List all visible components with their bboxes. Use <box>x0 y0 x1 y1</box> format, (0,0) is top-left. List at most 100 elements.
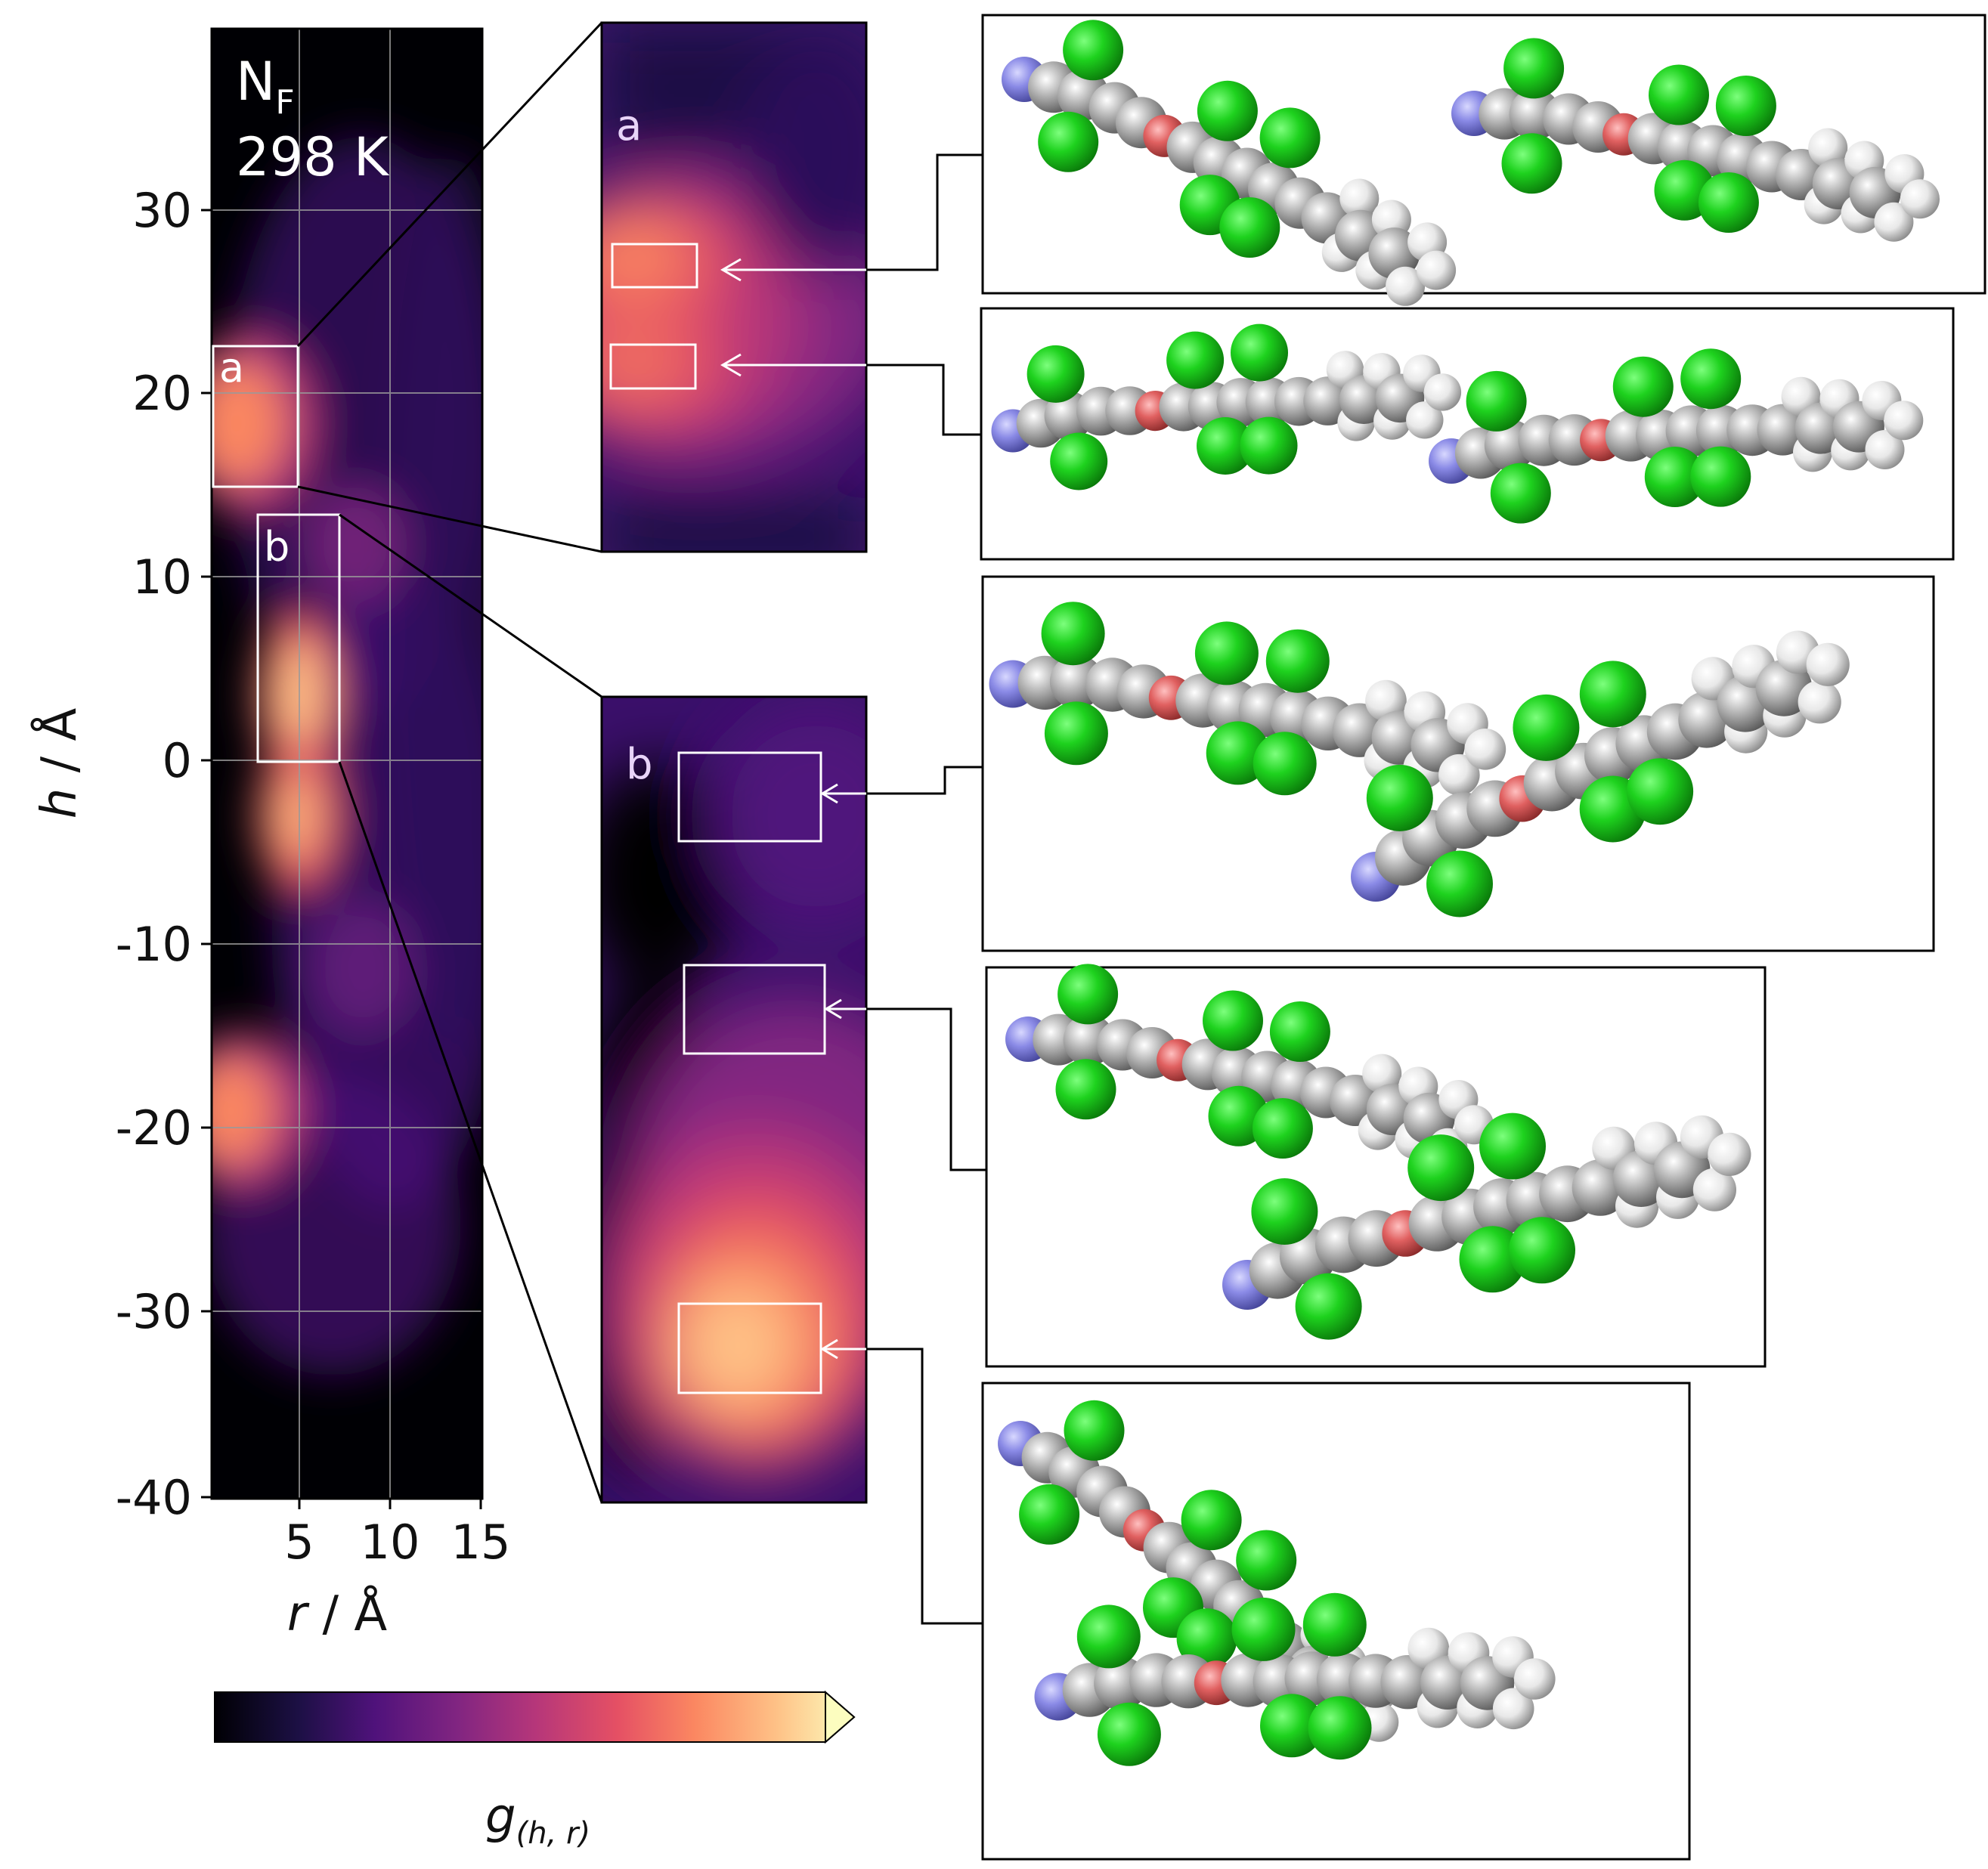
fluorine-atom <box>1236 1530 1297 1591</box>
fluorine-atom <box>1503 38 1565 99</box>
inset-b-frame <box>600 695 868 1504</box>
hydrogen-atom <box>1708 1132 1751 1176</box>
hydrogen-atom <box>1464 729 1506 770</box>
inset-a-box-1 <box>611 243 698 289</box>
fluorine-atom <box>1579 661 1646 728</box>
x-tick-label: 10 <box>361 1515 420 1570</box>
colorbar <box>214 1690 856 1744</box>
fluorine-atom <box>1490 463 1551 524</box>
fluorine-atom <box>1057 964 1119 1025</box>
inset-b-box-1 <box>677 751 822 843</box>
fluorine-atom <box>1197 417 1254 475</box>
molecule-panel-4 <box>985 966 1767 1368</box>
y-tick-label: -20 <box>116 1100 192 1156</box>
fluorine-atom <box>1097 1702 1161 1766</box>
zoom-connectors <box>296 21 603 1503</box>
y-tick-label: -30 <box>116 1284 192 1339</box>
chart-title-subscript: F <box>275 83 294 122</box>
plot-frame <box>210 27 484 1500</box>
hydrogen-atom <box>1362 1054 1402 1094</box>
inset-b-heatmap <box>602 697 866 1502</box>
fluorine-atom <box>1426 850 1493 917</box>
hydrogen-atom <box>1339 178 1380 218</box>
fluorine-atom <box>1063 20 1124 81</box>
y-tick-label: -10 <box>116 917 192 972</box>
fluorine-atom <box>1194 621 1259 685</box>
main-heatmap <box>212 29 482 1499</box>
hydrogen-atom <box>1406 401 1444 439</box>
y-tick-label: 20 <box>132 366 192 421</box>
hydrogen-atom <box>1386 266 1426 306</box>
fluorine-atom <box>1064 1400 1125 1461</box>
hydrogen-atom <box>1900 179 1940 219</box>
fluorine-atom <box>1690 446 1751 507</box>
molecule-panel-2 <box>980 307 1955 561</box>
colorbar-label: g(h, r) <box>485 1789 590 1851</box>
inset-a-heatmap <box>602 23 866 552</box>
chart-title-line2: 298 K <box>236 126 390 188</box>
fluorine-atom <box>1176 1608 1237 1669</box>
fluorine-atom <box>1259 107 1321 169</box>
inset-a-label: a <box>616 101 642 150</box>
molecule-panel-5 <box>981 1382 1691 1861</box>
fluorine-atom <box>1166 331 1225 389</box>
fluorine-atom <box>1019 1484 1080 1545</box>
fluorine-atom <box>1680 348 1742 410</box>
fluorine-atom <box>1265 629 1330 693</box>
hydrogen-atom <box>1865 430 1905 469</box>
region-b-label: b <box>264 523 290 571</box>
fluorine-atom <box>1644 447 1705 507</box>
fluorine-atom <box>1509 1217 1575 1284</box>
axis-ticks <box>201 209 482 1509</box>
fluorine-atom <box>1308 1696 1372 1760</box>
fluorine-atom <box>1698 172 1759 233</box>
x-axis-label: r / Å <box>287 1585 388 1642</box>
region-a-box <box>212 345 299 488</box>
x-tick-label: 5 <box>284 1515 314 1570</box>
fluorine-atom <box>1459 1226 1526 1293</box>
fluorine-atom <box>1260 1694 1324 1758</box>
y-tick-label: 10 <box>132 549 192 605</box>
fluorine-atom <box>1251 1178 1318 1245</box>
fluorine-atom <box>1269 1001 1330 1062</box>
fluorine-atom <box>1513 694 1580 761</box>
fluorine-atom <box>1027 345 1085 403</box>
fluorine-atom <box>1038 111 1099 172</box>
carbon-atom <box>1368 227 1420 280</box>
fluorine-atom <box>1612 356 1674 417</box>
hydrogen-atom <box>1808 128 1848 168</box>
molecule-panel-1 <box>981 14 1986 295</box>
fluorine-atom <box>1302 1592 1367 1657</box>
hydrogen-atom <box>1438 753 1480 796</box>
inset-b-label: b <box>626 740 653 789</box>
inset-a-box-2 <box>609 343 697 390</box>
fluorine-atom <box>1044 701 1108 766</box>
fluorine-atom <box>1252 1098 1313 1159</box>
fluorine-atom <box>1181 1490 1242 1551</box>
y-tick-label: 0 <box>163 733 192 788</box>
y-axis-label: h / Å <box>30 707 88 818</box>
fluorine-atom <box>1219 197 1280 258</box>
hydrogen-atom <box>1798 680 1841 724</box>
fluorine-atom <box>1295 1273 1362 1340</box>
fluorine-atom <box>1240 416 1298 475</box>
hydrogen-atom <box>1692 1168 1736 1211</box>
hydrogen-atom <box>1874 202 1914 242</box>
fluorine-atom <box>1715 76 1776 136</box>
fluorine-atom <box>1231 1597 1296 1661</box>
fluorine-atom <box>1076 1604 1141 1669</box>
fluorine-atom <box>1366 764 1433 831</box>
inset-b-box-3 <box>677 1302 822 1394</box>
fluorine-atom <box>1407 1134 1475 1202</box>
fluorine-atom <box>1479 1112 1546 1180</box>
fluorine-atom <box>1253 732 1317 796</box>
fluorine-atom <box>1466 370 1527 432</box>
chart-title-line1: NF <box>236 51 295 122</box>
x-tick-label: 15 <box>451 1515 511 1570</box>
region-b-box <box>256 513 341 763</box>
fluorine-atom <box>1055 1059 1116 1120</box>
fluorine-atom <box>1627 758 1694 825</box>
y-tick-label: 30 <box>132 183 192 238</box>
hydrogen-atom <box>1514 1658 1556 1700</box>
fluorine-atom <box>1050 432 1108 490</box>
